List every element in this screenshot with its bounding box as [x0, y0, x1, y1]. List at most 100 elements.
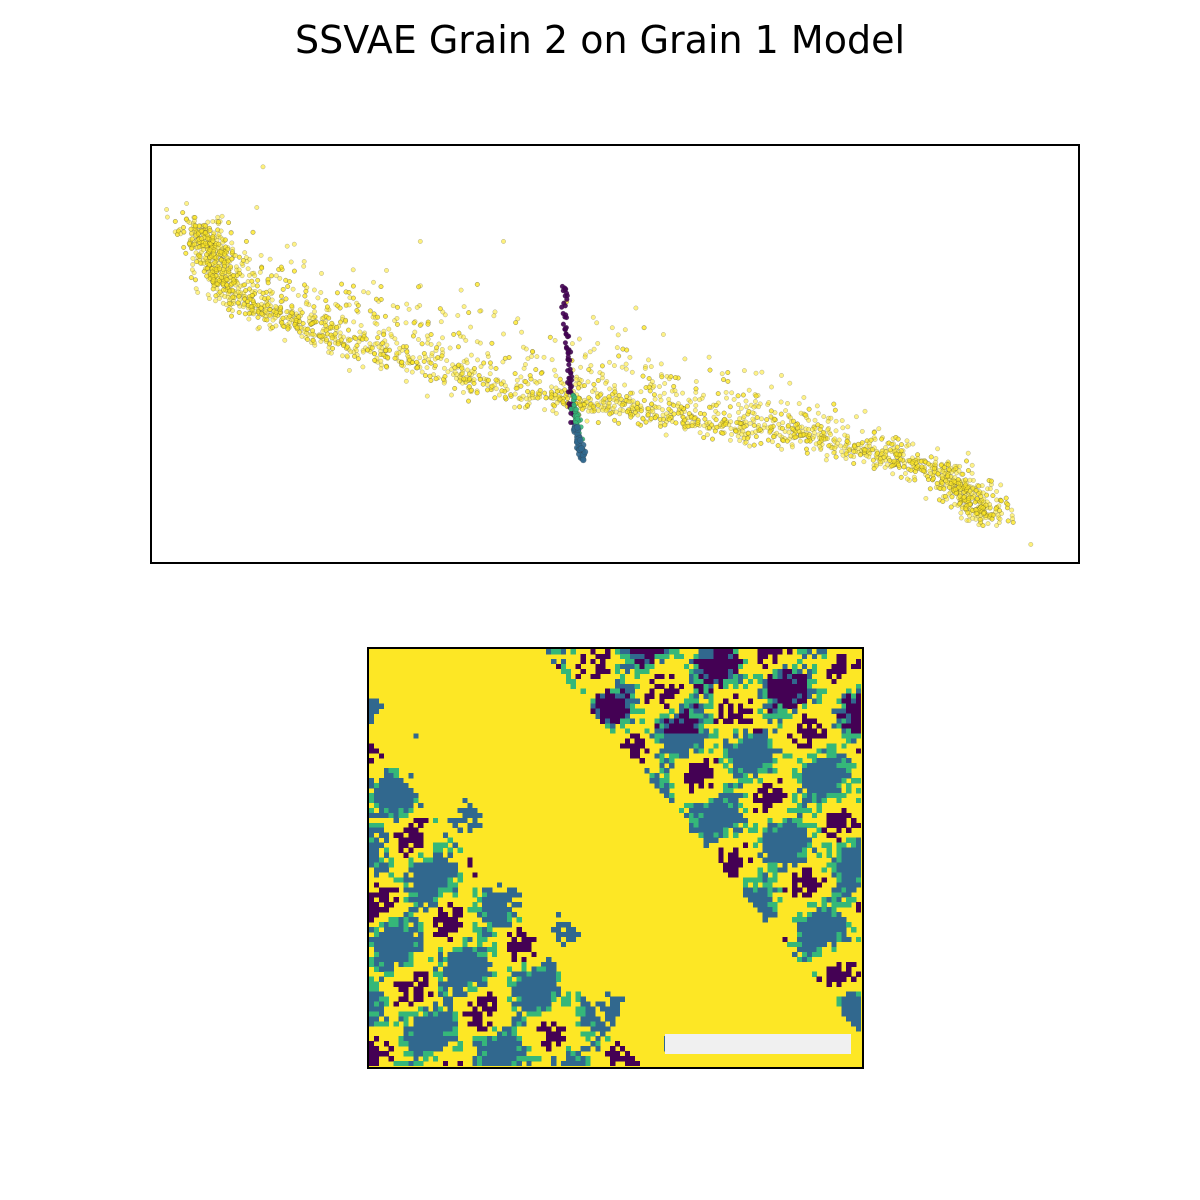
scatter-point [606, 394, 612, 400]
heatmap-cell [624, 728, 631, 734]
heatmap-cell [378, 832, 385, 838]
heatmap-cell [816, 778, 822, 784]
heatmap-cell [801, 847, 808, 853]
scatter-point [346, 327, 351, 333]
scatter-point [778, 411, 784, 417]
heatmap-cell [708, 797, 714, 804]
heatmap-cell [373, 902, 380, 908]
heatmap-cell [462, 817, 468, 824]
heatmap-cell [772, 688, 778, 694]
heatmap-cell [659, 673, 665, 680]
heatmap-cell [738, 773, 744, 779]
scatter-point [580, 406, 585, 412]
heatmap-cell [437, 847, 444, 853]
heatmap-cell [811, 728, 818, 734]
heatmap-cell [742, 673, 749, 680]
heatmap-cell [644, 649, 650, 655]
scatter-point [527, 373, 533, 378]
heatmap-cell [806, 763, 813, 769]
heatmap-cell [501, 892, 508, 898]
heatmap-cell [565, 673, 572, 680]
heatmap-cell [674, 738, 680, 744]
scatter-point [486, 377, 491, 383]
heatmap-cell [757, 738, 763, 744]
heatmap-cell [703, 773, 709, 779]
scatter-point [301, 263, 307, 269]
heatmap-cell [708, 668, 714, 675]
heatmap-cell [418, 817, 424, 824]
heatmap-cell [388, 872, 394, 878]
heatmap-cell [797, 877, 803, 883]
scatter-point [806, 406, 812, 412]
scatter-point [1005, 518, 1011, 524]
heatmap-cell [369, 748, 375, 754]
heatmap-cell [767, 748, 773, 754]
scatter-point [624, 394, 630, 399]
heatmap-cell [826, 897, 832, 903]
heatmap-cell [492, 892, 498, 898]
heatmap-cell [782, 837, 788, 843]
heatmap-cell [738, 703, 744, 709]
scatter-point [953, 491, 959, 496]
scatter-point [186, 240, 192, 246]
heatmap-cell [678, 723, 685, 729]
heatmap-cell [703, 673, 709, 680]
scatter-point [335, 341, 341, 347]
heatmap-cell [752, 887, 758, 893]
heatmap-cell [797, 832, 803, 838]
heatmap-cell [688, 738, 695, 744]
heatmap-cell [624, 688, 631, 694]
scatter-point [666, 406, 672, 412]
heatmap-cell [659, 733, 665, 739]
heatmap-cell [649, 658, 655, 665]
scatter-point [303, 288, 309, 294]
scatter-point [295, 293, 301, 298]
scatter-point [989, 478, 994, 484]
heatmap-cell [373, 847, 380, 853]
heatmap-cell [856, 718, 861, 724]
heatmap-cell [373, 783, 380, 789]
scatter-point [564, 290, 570, 296]
scatter-point [697, 430, 703, 436]
scatter-point [383, 364, 389, 369]
heatmap-cell [742, 887, 749, 893]
heatmap-cell [856, 837, 861, 843]
scatter-point [870, 457, 876, 463]
heatmap-cell [733, 758, 739, 764]
scatter-point [466, 310, 472, 315]
heatmap-cell [772, 693, 778, 699]
scatter-point [957, 501, 962, 507]
heatmap-cell [703, 668, 709, 675]
heatmap-cell [841, 773, 847, 779]
heatmap-cell [693, 807, 699, 814]
heatmap-cell [565, 668, 572, 675]
scatter-point [297, 329, 302, 335]
heatmap-cell [703, 658, 709, 665]
heatmap-cell [437, 852, 444, 858]
heatmap-cell [369, 862, 375, 868]
scatter-point [385, 355, 391, 360]
heatmap-cell [757, 733, 763, 739]
heatmap-cell [713, 822, 719, 829]
heatmap-cell [811, 668, 818, 675]
scatter-point [327, 324, 333, 330]
heatmap-cell [432, 897, 439, 903]
heatmap-cell [782, 663, 788, 670]
heatmap-cell [605, 723, 611, 729]
heatmap-cell [821, 773, 827, 779]
heatmap-cell [733, 678, 739, 685]
heatmap-cell [846, 887, 852, 893]
heatmap-cell [777, 857, 783, 863]
heatmap-cell [846, 847, 852, 853]
heatmap-cell [388, 887, 394, 893]
scatter-point [503, 383, 508, 389]
heatmap-cell [496, 882, 503, 888]
scatter-point [666, 400, 672, 406]
heatmap-cell [718, 663, 724, 670]
scatter-point [203, 223, 208, 229]
heatmap-cell [757, 797, 763, 804]
heatmap-cell [826, 788, 832, 794]
heatmap-cell [738, 857, 744, 863]
heatmap-cell [605, 649, 611, 655]
heatmap-cell [570, 683, 576, 690]
